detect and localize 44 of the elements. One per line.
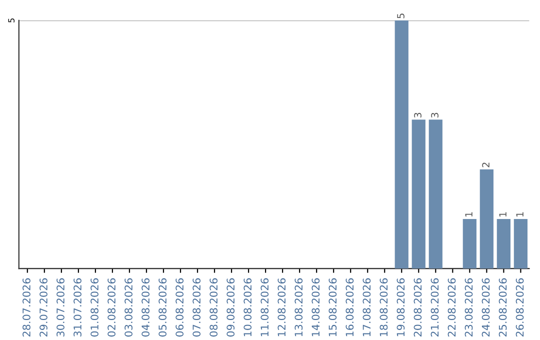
x-tick-label: 14.08.2026	[312, 278, 320, 336]
x-tick-label: 09.08.2026	[226, 278, 235, 337]
x-tick-label: 15.08.2026	[328, 278, 337, 336]
x-tick-label: 28.07.2026	[22, 278, 30, 337]
x-tick-label: 26.08.2026	[516, 278, 524, 337]
data-label: 1	[499, 212, 506, 217]
bar	[394, 20, 408, 269]
bar	[428, 120, 442, 269]
data-label: 3	[414, 112, 422, 118]
x-tick-label: 23.08.2026	[464, 278, 473, 337]
x-tick-label: 30.07.2026	[56, 278, 64, 336]
x-tick-label: 06.08.2026	[176, 278, 184, 337]
x-tick-label: 07.08.2026	[192, 278, 201, 337]
x-tick-label: 10.08.2026	[244, 278, 252, 336]
x-tick-label: 12.08.2026	[278, 278, 286, 336]
x-tick-label: 03.08.2026	[124, 278, 132, 337]
bar	[412, 120, 426, 269]
data-label: 2	[482, 162, 490, 168]
x-tick-label: 18.08.2026	[380, 278, 388, 336]
bar	[496, 218, 510, 269]
x-tick-label: 31.07.2026	[74, 278, 82, 336]
data-label: 1	[516, 212, 524, 217]
x-tick-label: 11.08.2026	[260, 278, 269, 336]
x-tick-label: 05.08.2026	[158, 278, 167, 337]
data-label: 5	[397, 14, 404, 18]
x-tick-label: 08.08.2026	[210, 278, 218, 337]
data-label: 1	[465, 212, 472, 217]
bar	[462, 218, 476, 269]
data-label: 3	[431, 112, 438, 118]
x-tick-label: 01.08.2026	[90, 278, 98, 337]
x-tick-label: 16.08.2026	[346, 278, 354, 336]
x-tick-label: 22.08.2026	[448, 278, 456, 337]
bar	[514, 218, 528, 269]
x-tick-label: 19.08.2026	[396, 278, 405, 336]
x-tick-label: 29.07.2026	[40, 278, 48, 337]
bar	[480, 169, 494, 269]
x-tick-label: 17.08.2026	[362, 278, 371, 336]
x-tick-label: 25.08.2026	[498, 278, 507, 337]
x-tick-label: 02.08.2026	[108, 278, 116, 337]
x-tick-label: 24.08.2026	[482, 278, 490, 337]
x-tick-label: 21.08.2026	[430, 278, 439, 337]
x-tick-label: 20.08.2026	[414, 278, 422, 337]
x-tick-label: 04.08.2026	[142, 278, 150, 337]
x-tick-label: 13.08.2026	[294, 278, 303, 336]
